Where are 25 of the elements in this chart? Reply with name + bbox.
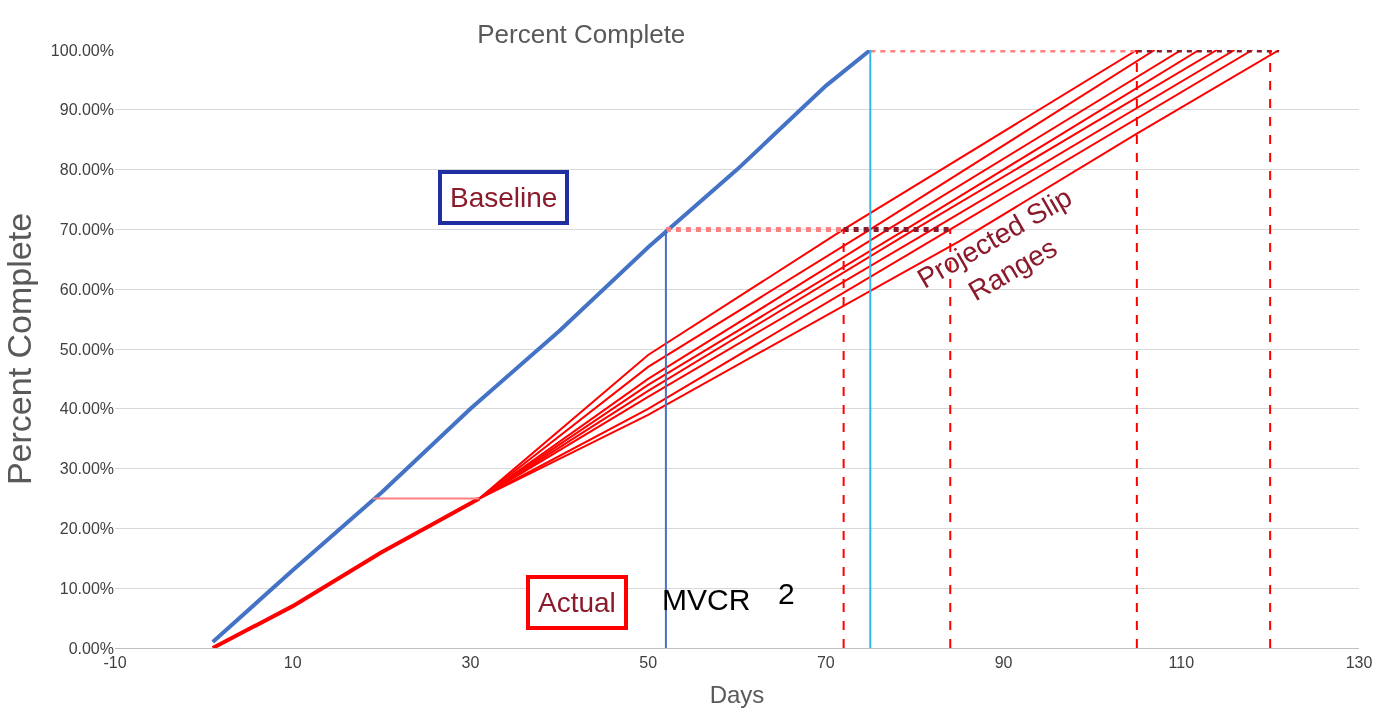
y-tick-label: 80.00% [59, 161, 114, 179]
x-tick-label: 90 [994, 654, 1013, 672]
y-tick-label: 90.00% [59, 101, 114, 119]
y-tick-label: 70.00% [59, 221, 114, 238]
y-tick-label: 50.00% [59, 340, 114, 358]
x-tick-label: 70 [816, 654, 835, 672]
annotation: Actual [538, 587, 616, 618]
x-axis-title: Days [709, 680, 765, 708]
x-tick-label: 10 [283, 654, 302, 672]
y-tick-label: 0.00% [68, 639, 114, 657]
x-tick-label: -10 [103, 654, 127, 672]
y-tick-label: 10.00% [59, 579, 114, 597]
x-tick-label: 130 [1345, 654, 1373, 672]
chart-title: Percent Complete [477, 19, 686, 50]
y-tick-label: 100.00% [50, 41, 114, 59]
y-axis-title: Percent Complete [0, 212, 38, 486]
y-tick-label: 40.00% [59, 400, 114, 418]
y-tick-label: 20.00% [59, 520, 114, 537]
annotation: 2 [778, 577, 795, 610]
annotation: Baseline [450, 182, 558, 213]
x-tick-label: 110 [1168, 654, 1195, 672]
y-tick-label: 30.00% [59, 460, 114, 478]
x-tick-label: 50 [639, 654, 658, 672]
y-tick-label: 60.00% [59, 280, 114, 298]
x-tick-label: 30 [461, 654, 480, 672]
